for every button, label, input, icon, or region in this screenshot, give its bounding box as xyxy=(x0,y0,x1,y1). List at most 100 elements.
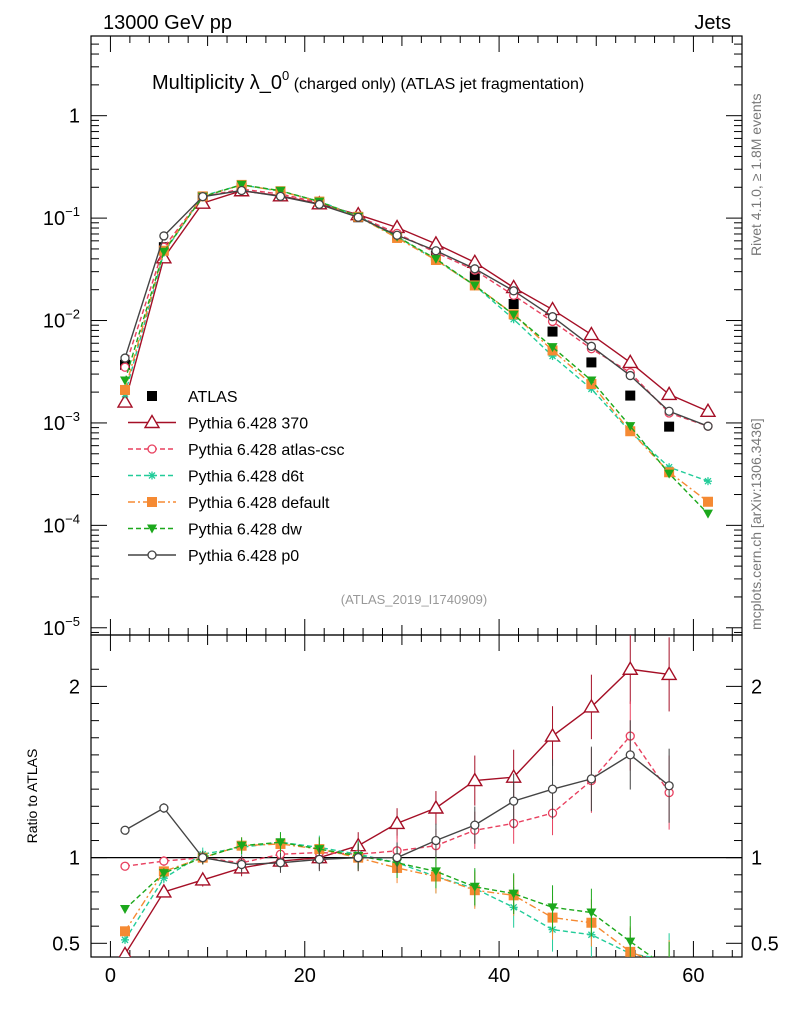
star-stroke xyxy=(148,472,156,479)
ratio-y-tick-label-right: 1 xyxy=(751,848,762,870)
legend-marker-atlas_csc xyxy=(147,444,157,454)
main-point-p0 xyxy=(159,231,169,241)
main-y-tick-label: 10−5 xyxy=(43,614,80,640)
ratio-point-p370 xyxy=(118,946,132,957)
ratio-point-dw xyxy=(236,841,247,851)
main-point-p0 xyxy=(586,341,597,351)
main-y-tick-label: 10−4 xyxy=(43,511,80,537)
main-point-dw xyxy=(702,509,713,519)
main-point-p370 xyxy=(660,386,678,401)
ratio-point-atlas_csc xyxy=(159,856,169,866)
main-point-dw xyxy=(158,247,169,257)
main-point-p0 xyxy=(314,199,324,210)
ratio-point-p0 xyxy=(120,825,130,835)
legend-marker-dw xyxy=(147,524,157,534)
analysis-label: (ATLAS_2019_I1740909) xyxy=(341,592,487,607)
legend-marker-data xyxy=(147,391,157,401)
main-point-dw xyxy=(586,376,597,386)
main-point-dw xyxy=(625,422,636,432)
ratio-point-p370 xyxy=(622,660,639,675)
ratio-point-p0 xyxy=(198,853,208,863)
main-point-p370 xyxy=(583,326,600,341)
ratio-y-tick-label-left: 1 xyxy=(69,848,80,870)
main-point-p0 xyxy=(236,185,247,196)
ratio-point-p0 xyxy=(664,781,674,791)
ratio-x-tick-label: 20 xyxy=(294,965,316,987)
star-stroke xyxy=(666,956,667,957)
main-plot-frame xyxy=(90,35,743,636)
main-series-line-default xyxy=(124,184,709,503)
main-point-data xyxy=(664,421,675,432)
star-stroke xyxy=(121,936,129,944)
ratio-point-p0 xyxy=(314,854,324,865)
main-point-d6t xyxy=(703,477,712,486)
ratio-x-tick-label: 60 xyxy=(682,965,704,987)
ratio-point-p0 xyxy=(353,853,363,863)
legend-marker-d6t xyxy=(148,471,156,480)
main-series-line-p0 xyxy=(124,189,709,427)
ratio-plot: 0.5 0.51 12 20 20 40 60 Ratio to ATLAS xyxy=(24,634,779,987)
legend: ATLAS Pythia 6.428 370 Pythia 6.428 atlas-… xyxy=(128,389,345,565)
legend-marker-default xyxy=(147,497,157,507)
ratio-y-tick-label-left: 2 xyxy=(69,676,80,698)
ratio-point-p0 xyxy=(236,859,247,870)
main-point-p0 xyxy=(198,192,208,202)
ratio-point-d6t xyxy=(666,956,672,957)
main-plot: 1 10−1 10−2 10−3 10−4 10−5 Multiplicity λ_00 … xyxy=(43,35,743,640)
ratio-point-p370 xyxy=(466,772,484,787)
ratio-point-dw xyxy=(664,965,674,974)
ratio-point-p0 xyxy=(586,774,597,784)
ratio-point-dw xyxy=(275,838,286,848)
ratio-x-tick-label: 0 xyxy=(105,965,116,987)
legend-label-default: Pythia 6.428 default xyxy=(188,495,330,512)
main-point-dw xyxy=(430,254,441,264)
ratio-point-dw xyxy=(547,903,558,913)
main-point-p0 xyxy=(470,264,480,274)
main-y-tick-label: 10−2 xyxy=(43,307,80,333)
main-point-data xyxy=(508,298,519,309)
main-axis-ticks: 1 10−1 10−2 10−3 10−4 10−5 xyxy=(43,35,742,640)
ratio-point-default xyxy=(664,962,674,972)
main-point-data xyxy=(547,326,558,337)
ratio-x-tick-label: 40 xyxy=(488,965,510,987)
ratio-point-p0 xyxy=(547,784,558,794)
ratio-point-atlas_csc xyxy=(120,861,130,871)
main-series-line-dw xyxy=(124,183,709,515)
main-point-dw xyxy=(664,469,675,479)
main-series-group xyxy=(116,179,717,519)
main-point-p0 xyxy=(431,246,441,256)
ratio-point-dw xyxy=(508,889,519,899)
main-point-p0 xyxy=(392,230,402,240)
ratio-point-dw xyxy=(625,937,636,947)
mcplots-citation-label: mcplots.cern.ch [arXiv:1306.3436] xyxy=(748,418,764,630)
header-left-label: 13000 GeV pp xyxy=(103,12,232,34)
legend-label-atlas_csc: Pythia 6.428 atlas-csc xyxy=(188,442,345,459)
legend-label-data: ATLAS xyxy=(188,389,238,406)
main-point-p0 xyxy=(353,212,363,222)
plot-title-rest: (charged only) (ATLAS jet fragmentation) xyxy=(289,76,584,93)
legend-label-p370: Pythia 6.428 370 xyxy=(188,416,308,433)
legend-marker-p370 xyxy=(143,414,161,429)
main-point-p0 xyxy=(547,312,558,322)
ratio-point-p370 xyxy=(427,799,445,814)
main-point-p0 xyxy=(625,370,635,381)
main-point-p370 xyxy=(622,354,639,369)
legend-label-d6t: Pythia 6.428 d6t xyxy=(188,469,304,486)
ratio-y-axis-label: Ratio to ATLAS xyxy=(24,749,40,844)
ratio-y-tick-label-right: 0.5 xyxy=(751,933,779,955)
ratio-point-p0 xyxy=(159,803,169,813)
main-point-dw xyxy=(508,310,519,320)
ratio-point-dw xyxy=(158,869,169,879)
main-point-dw xyxy=(236,180,247,190)
ratio-point-p370 xyxy=(388,815,406,830)
ratio-series-group xyxy=(118,635,678,974)
star-stroke xyxy=(671,956,672,957)
legend-label-dw: Pythia 6.428 dw xyxy=(188,522,302,539)
ratio-point-p0 xyxy=(275,858,286,868)
ratio-point-p0 xyxy=(392,853,402,863)
main-point-p0 xyxy=(664,406,674,416)
rivet-version-label: Rivet 4.1.0, ≥ 1.8M events xyxy=(748,93,764,256)
plot-title-main: Multiplicity λ_0 xyxy=(152,72,282,94)
ratio-plot-frame xyxy=(90,634,743,958)
